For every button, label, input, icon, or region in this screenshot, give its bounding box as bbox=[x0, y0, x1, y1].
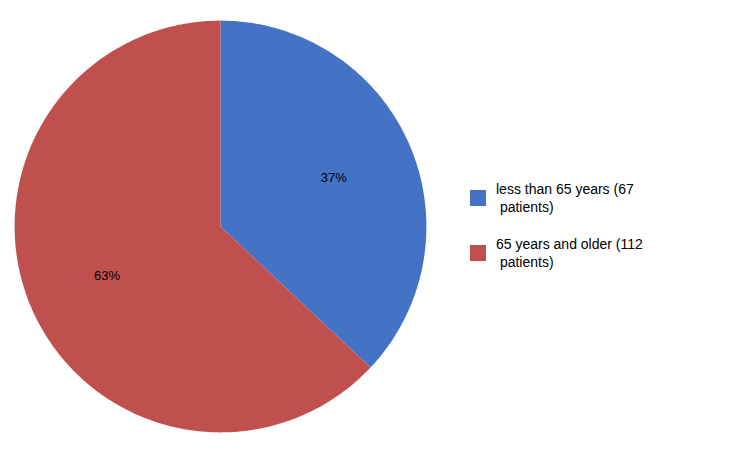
html-text:less than 65 years (67 patient: less than 65 years (67 patients) bbox=[496, 181, 634, 216]
html-text:65 years and older (112 patien: 65 years and older (112 patients) bbox=[496, 235, 643, 270]
svg-text:37%: 37% bbox=[321, 169, 347, 184]
svg-text:63%: 63% bbox=[94, 267, 120, 282]
